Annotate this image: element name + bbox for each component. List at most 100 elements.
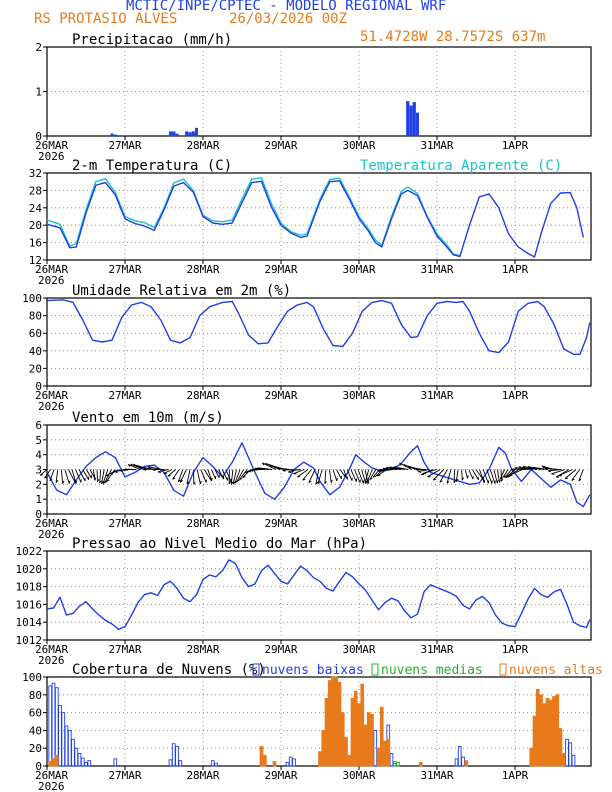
clouds-bar-nuvens-baixas	[71, 738, 75, 767]
wind-arrow	[382, 467, 398, 470]
wind-arrow-head	[494, 480, 496, 484]
wind-arrow-head	[578, 478, 582, 482]
wind-arrow-head	[399, 462, 402, 466]
wind-arrow-head	[467, 475, 469, 479]
wind-arrow-head	[317, 481, 321, 484]
wind-arrow	[282, 469, 294, 471]
clouds-title: Cobertura de Nuvens (%)	[72, 662, 266, 678]
precip-bar-Precipitacao	[172, 131, 176, 137]
temp-ytick-label: 20	[29, 219, 42, 232]
station-coordinates: 51.4728W 28.7572S 637m	[360, 29, 546, 45]
wind-arrow	[177, 469, 184, 483]
temp-xtick-label: 27MAR	[108, 263, 141, 276]
wind-arrow-head	[433, 478, 437, 481]
wind-arrow-head	[177, 479, 181, 483]
wind-arrow	[211, 469, 216, 480]
wind-arrow-head	[179, 480, 183, 483]
wind-arrow-head	[62, 480, 65, 484]
wind-arrow-head	[382, 467, 386, 471]
wind-arrow	[167, 469, 176, 477]
clouds-legend-label: nuvens baixas	[262, 663, 364, 678]
clouds-bar-nuvens-altas	[542, 703, 547, 767]
precip-bar-Precipitacao	[110, 133, 114, 137]
wind-arrow-head	[510, 468, 514, 471]
wind-arrow	[339, 469, 346, 478]
temp-ytick-label: 32	[29, 167, 42, 180]
clouds-ytick-label: 60	[29, 707, 42, 720]
rh-ytick-label: 0	[35, 380, 42, 393]
rh-title: Umidade Relativa em 2m (%)	[72, 283, 291, 299]
pressure-year-label: 2026	[38, 654, 65, 667]
pressure-xtick-label: 29MAR	[264, 643, 297, 656]
precip-ytick-label: 1	[35, 86, 42, 99]
clouds-bar-nuvens-altas	[360, 683, 365, 767]
wind-arrow	[446, 469, 452, 484]
wind-arrow	[504, 469, 513, 478]
clouds-bar-nuvens-baixas	[61, 712, 66, 767]
clouds-bar-nuvens-baixas	[87, 760, 92, 767]
clouds-ytick-label: 0	[35, 760, 42, 773]
clouds-bar-nuvens-altas	[334, 676, 339, 767]
wind-arrow-head	[157, 471, 162, 474]
wind-arrow-head	[75, 480, 78, 484]
precip-year-label: 2026	[38, 150, 65, 163]
clouds-bar-nuvens-altas	[529, 747, 534, 767]
temp-xtick-label: 26MAR	[35, 263, 68, 276]
wind-arrow-head	[230, 481, 234, 485]
pressure-xtick-label: 1APR	[502, 643, 529, 656]
wind-arrow	[230, 469, 234, 485]
wind-arrow	[68, 469, 76, 484]
clouds-bar-nuvens-baixas	[285, 761, 290, 767]
wind-arrow-head	[369, 477, 373, 480]
wind-arrow	[509, 469, 523, 476]
rh-frame	[46, 297, 592, 387]
wind-arrow-head	[147, 466, 151, 470]
wind-arrow-head	[172, 477, 176, 480]
rh-year-label: 2026	[38, 400, 65, 413]
pressure-title: Pressao ao Nivel Medio do Mar (hPa)	[72, 536, 367, 552]
clouds-legend-swatch	[499, 663, 507, 676]
rh-ytick-label: 20	[29, 362, 42, 375]
clouds-bar-nuvens-altas	[561, 753, 566, 767]
wind-arrow	[336, 469, 342, 480]
wind-arrow	[551, 469, 566, 475]
wind-arrow-head	[242, 476, 246, 478]
precip-panel: 0 1 2 26MAR 27MAR 28MAR 29MAR 30MAR 31MAR 1APR 202…	[35, 32, 592, 163]
wind-arrow	[200, 469, 207, 483]
rh-xtick-label: 26MAR	[35, 389, 68, 402]
wind-arrow	[128, 463, 141, 470]
clouds-legend-label: nuvens medias	[381, 663, 483, 678]
clouds-bar-nuvens-baixas	[58, 705, 62, 767]
precip-ytick-label: 0	[35, 130, 42, 143]
wind-arrow	[393, 466, 409, 470]
pressure-series-line	[46, 559, 591, 630]
clouds-bar-nuvens-baixas	[77, 753, 82, 767]
rh-xtick-label: 31MAR	[420, 389, 453, 402]
temp-xtick-label: 31MAR	[420, 263, 453, 276]
wind-arrow	[479, 469, 485, 484]
wind-xtick-label: 31MAR	[420, 517, 453, 530]
wind-arrow-head	[461, 477, 464, 481]
clouds-bar-nuvens-altas	[324, 697, 329, 767]
wind-arrow-head	[257, 467, 261, 470]
wind-arrow	[221, 469, 229, 481]
clouds-legend-label: nuvens altas	[509, 663, 603, 678]
wind-arrow-head	[324, 480, 327, 484]
clouds-xtick-label: 29MAR	[264, 769, 297, 782]
wind-arrow-head	[415, 468, 419, 472]
wind-arrow-head	[94, 477, 97, 481]
wind-ytick-label: 3	[35, 464, 42, 477]
clouds-bar-nuvens-altas	[318, 751, 322, 767]
clouds-xtick-label: 26MAR	[35, 769, 68, 782]
clouds-bar-nuvens-altas	[555, 694, 560, 767]
pressure-ytick-label: 1020	[16, 563, 43, 576]
wind-arrow-head	[133, 464, 136, 467]
clouds-bar-nuvens-baixas	[171, 743, 176, 767]
wind-arrow-head	[106, 479, 110, 482]
wind-arrow-head	[385, 467, 389, 470]
temp-xtick-label: 30MAR	[342, 263, 375, 276]
wind-arrow	[49, 469, 55, 481]
wind-arrow	[547, 469, 562, 472]
wind-arrow	[468, 469, 474, 480]
